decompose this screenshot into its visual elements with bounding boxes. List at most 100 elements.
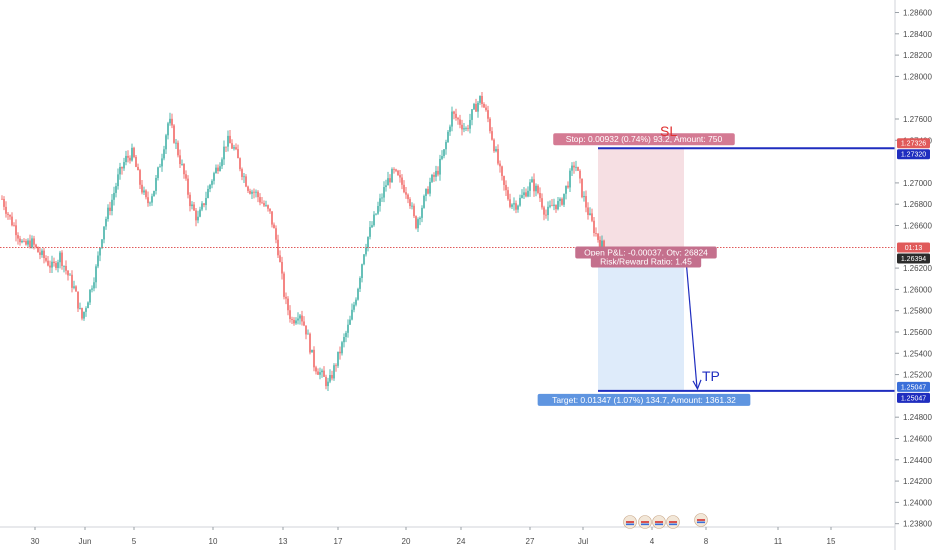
candle-body (207, 188, 209, 198)
price-axis[interactable]: 1.286001.284001.282001.280001.276001.274… (894, 0, 932, 550)
candle-body (69, 274, 71, 276)
event-icon-flag-stripe (669, 521, 677, 523)
candle-body (27, 240, 29, 245)
time-axis[interactable]: 30 Jun 5 10 13 17 20 24 27 Jul 4 8 11 15 (0, 526, 895, 546)
candle-body (271, 211, 273, 225)
candle-body (301, 315, 303, 322)
x-tick-label: 17 (334, 537, 343, 546)
candle-body (117, 174, 119, 187)
candle-body (553, 204, 555, 206)
candle-body (325, 376, 327, 387)
candle-body (261, 202, 263, 204)
price-axis-badge: 1.25047 (897, 392, 930, 403)
candle-body (157, 167, 159, 178)
y-tick-label: 1.26000 (903, 285, 932, 294)
candle-body (107, 207, 109, 219)
event-icon-flag-stripe (641, 521, 649, 523)
candle-body (243, 176, 245, 178)
candle-body (359, 278, 361, 289)
candle-body (565, 185, 567, 194)
candle-body (67, 270, 69, 276)
target-label-bg (537, 393, 751, 406)
candle-body (595, 233, 597, 234)
candle-body (435, 170, 437, 177)
candle-body (91, 288, 93, 290)
candle-body (45, 258, 47, 261)
candle-body (335, 365, 337, 367)
target-arrow-line (685, 259, 698, 388)
candle-body (151, 196, 153, 203)
candle-body (543, 207, 545, 215)
candle-body (365, 247, 367, 255)
candle-body (371, 225, 373, 228)
candle-body (585, 196, 587, 208)
y-tick-label: 1.26600 (903, 222, 932, 231)
candle-body (309, 333, 311, 353)
candle-body (137, 166, 139, 171)
candle-body (165, 135, 167, 150)
event-icon-flag-stripe (655, 523, 663, 526)
candle-body (509, 199, 511, 207)
candle-body (389, 178, 391, 183)
event-icon-flag-stripe (697, 519, 705, 521)
candle-body (503, 176, 505, 185)
price-axis-badge-text: 1.25047 (901, 395, 926, 402)
candle-body (113, 192, 115, 200)
candle-body (125, 155, 127, 163)
y-tick-label: 1.25600 (903, 328, 932, 337)
y-tick-label: 1.24600 (903, 434, 932, 443)
candle-body (13, 225, 15, 227)
x-tick-label: 27 (526, 537, 535, 546)
candle-body (455, 113, 457, 119)
candle-body (545, 214, 547, 216)
economic-event-icon[interactable] (652, 515, 666, 529)
candle-body (93, 282, 95, 289)
economic-event-icon[interactable] (638, 515, 652, 529)
economic-events[interactable] (623, 513, 708, 529)
event-icon-flag-stripe (626, 521, 634, 523)
candle-body (293, 319, 295, 324)
economic-event-icon[interactable] (666, 515, 680, 529)
candle-body (183, 163, 185, 175)
candle-body (175, 142, 177, 144)
candle-body (15, 225, 17, 236)
candle-body (253, 191, 255, 193)
price-axis-badge-text: 1.27326 (901, 141, 926, 148)
economic-event-icon[interactable] (694, 513, 708, 527)
candle-body (547, 206, 549, 216)
candle-body (297, 318, 299, 321)
candle-body (159, 166, 161, 168)
candle-body (501, 166, 503, 177)
candle-body (331, 375, 333, 379)
x-tick-label: 4 (650, 537, 655, 546)
candle-body (239, 158, 241, 170)
candle-body (307, 333, 309, 335)
candle-body (571, 165, 573, 171)
candle-body (409, 199, 411, 207)
candle-body (413, 205, 415, 217)
candle-body (495, 149, 497, 152)
candle-body (375, 213, 377, 215)
candle-body (227, 135, 229, 147)
y-tick-label: 1.28000 (903, 72, 932, 81)
candle-body (81, 308, 83, 319)
candle-body (119, 166, 121, 175)
y-tick-label: 1.25400 (903, 349, 932, 358)
y-tick-label: 1.25800 (903, 307, 932, 316)
candle-body (153, 190, 155, 197)
candle-body (17, 235, 19, 239)
candle-body (127, 155, 129, 158)
candle-body (441, 156, 443, 159)
candle-body (407, 194, 409, 200)
target-label-text: Target: 0.01347 (1.07%) 134.7, Amount: 1… (552, 395, 736, 405)
candle-body (537, 185, 539, 193)
candle-body (49, 265, 51, 268)
economic-event-icon[interactable] (623, 515, 637, 529)
candle-body (55, 263, 57, 268)
candle-body (421, 207, 423, 218)
candle-body (367, 236, 369, 248)
candle-body (415, 216, 417, 229)
candle-body (203, 203, 205, 206)
candle-body (405, 192, 407, 195)
